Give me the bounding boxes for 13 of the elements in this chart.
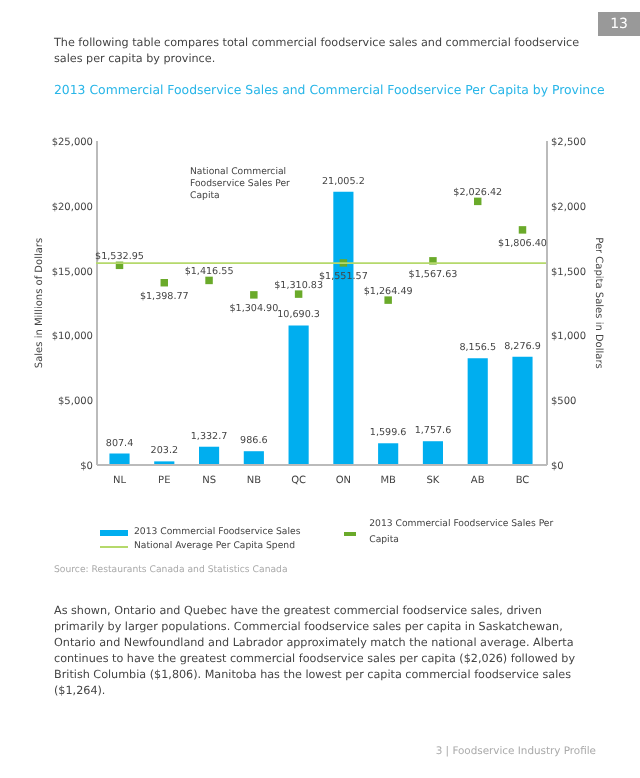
point <box>205 276 213 285</box>
point <box>250 291 258 299</box>
bar <box>243 451 264 464</box>
bar <box>288 325 309 464</box>
bar <box>198 446 220 464</box>
point <box>518 226 527 234</box>
point <box>384 296 392 304</box>
bar <box>109 453 130 464</box>
bar <box>512 356 533 464</box>
bar <box>378 443 399 464</box>
point <box>294 290 303 298</box>
bar <box>467 358 488 464</box>
bar <box>422 441 444 464</box>
